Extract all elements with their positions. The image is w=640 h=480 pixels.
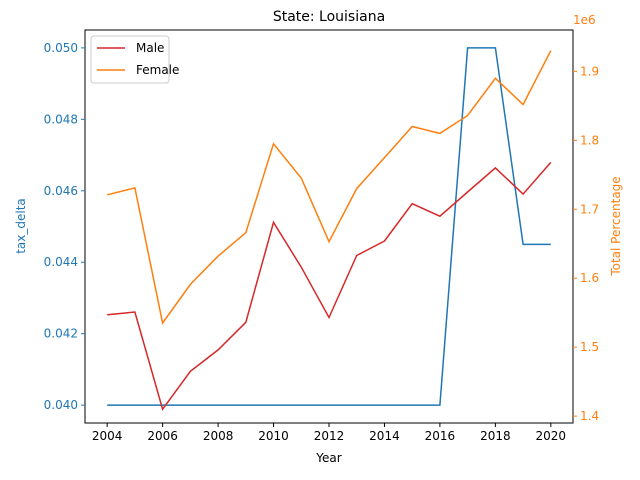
y-left-tick-label: 0.050 [44, 41, 78, 55]
x-tick-label: 2016 [425, 429, 456, 443]
x-tick-label: 2020 [536, 429, 567, 443]
y-right-tick-label: 1.5 [580, 340, 599, 354]
y-right-tick-label: 1.9 [580, 64, 599, 78]
y-left-tick-label: 0.042 [44, 327, 78, 341]
y-right-tick-label: 1.4 [580, 409, 599, 423]
chart-title: State: Louisiana [273, 9, 385, 25]
y-left-axis-ticks: 0.040 0.042 0.044 0.046 0.048 0.050 [44, 41, 85, 412]
plot-frame [84, 29, 574, 424]
y-right-axis-ticks: 1.4 1.5 1.6 1.7 1.8 1.9 [573, 64, 599, 423]
legend-label-male: Male [136, 41, 164, 55]
series-line-female [107, 50, 552, 325]
x-tick-label: 2008 [203, 429, 234, 443]
x-tick-label: 2010 [258, 429, 289, 443]
legend-label-female: Female [136, 63, 179, 77]
y-left-tick-label: 0.046 [44, 184, 78, 198]
series-line-tax-delta [107, 47, 551, 406]
y-right-tick-label: 1.8 [580, 133, 599, 147]
y-left-axis-label: tax_delta [14, 198, 28, 254]
y-right-tick-label: 1.7 [580, 202, 599, 216]
x-tick-label: 2012 [314, 429, 345, 443]
x-tick-label: 2014 [369, 429, 400, 443]
y-left-tick-label: 0.040 [44, 398, 78, 412]
legend: Male Female [90, 35, 179, 84]
x-tick-label: 2018 [480, 429, 511, 443]
x-axis-label: Year [315, 451, 341, 465]
y-right-tick-label: 1.6 [580, 271, 599, 285]
y-left-tick-label: 0.044 [44, 255, 78, 269]
series-line-male [107, 161, 552, 411]
y-right-axis-label: Total Percentage [609, 176, 623, 276]
x-tick-label: 2004 [92, 429, 123, 443]
x-tick-label: 2006 [147, 429, 178, 443]
x-axis-ticks: 2004 2006 2008 2010 2012 2014 2016 2018 2020 [92, 423, 566, 443]
chart-lines [107, 47, 552, 411]
y-left-tick-label: 0.048 [44, 112, 78, 126]
y-right-offset-text: 1e6 [573, 13, 596, 27]
